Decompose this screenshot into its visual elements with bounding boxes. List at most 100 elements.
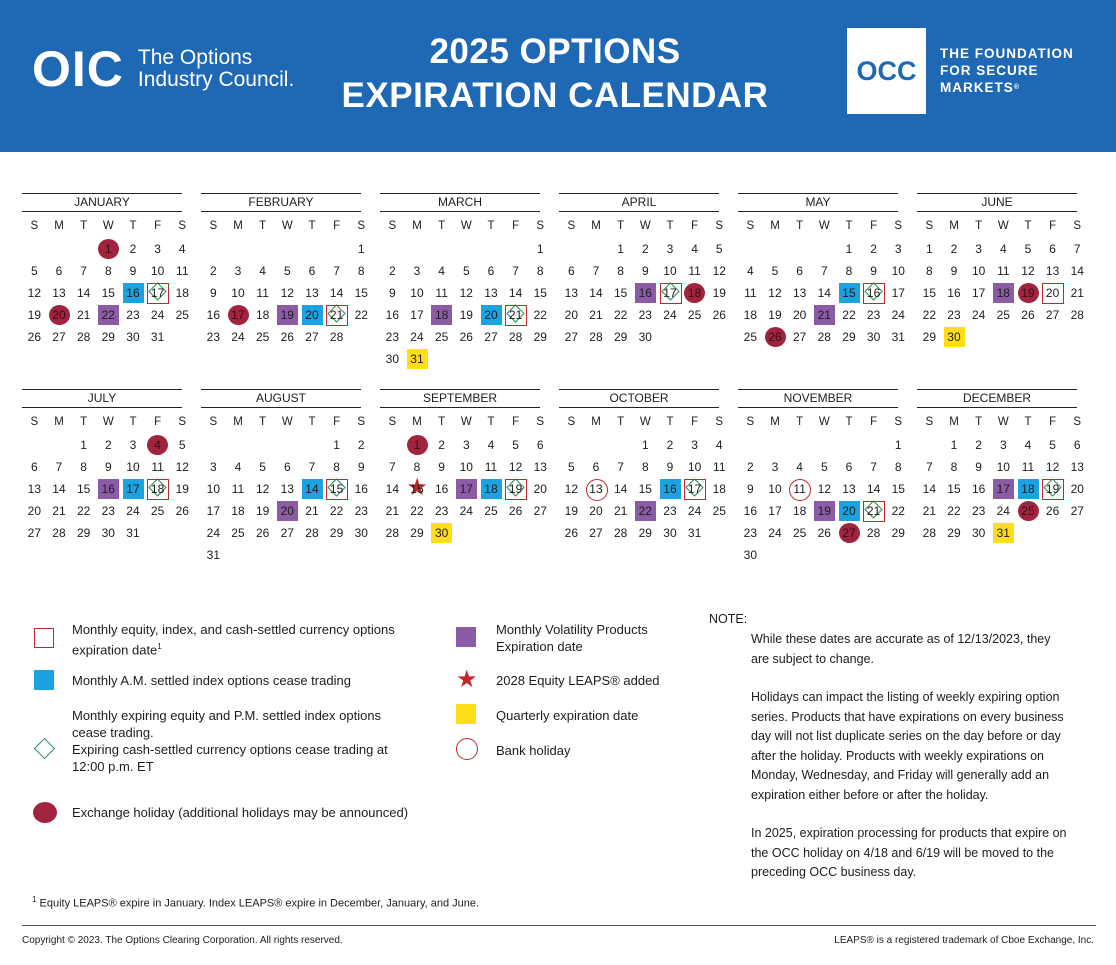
day-number: 6 — [567, 264, 575, 278]
day-number: 2 — [357, 438, 365, 452]
day-cell-yellow: 31 — [991, 522, 1016, 544]
day-cell: 23 — [380, 326, 405, 348]
day-number: 8 — [80, 460, 87, 474]
weekday-label: W — [639, 416, 651, 428]
day-cell-blue: 20 — [837, 500, 862, 522]
day-cell: 8 — [917, 260, 942, 282]
day-cell: 29 — [405, 522, 430, 544]
day-cell: 13 — [479, 282, 504, 304]
day-cell-empty — [454, 238, 479, 260]
day-cell: 4 — [170, 238, 195, 260]
day-cell-empty — [22, 434, 47, 456]
day-cell: 4 — [682, 238, 707, 260]
day-number: 31 — [996, 526, 1010, 540]
day-cell: 26 — [707, 304, 732, 326]
day-cell: 15 — [349, 282, 374, 304]
day-cell: 3 — [145, 238, 170, 260]
day-number: 25 — [743, 330, 757, 344]
day-number: 28 — [866, 526, 881, 540]
day-cell: 12 — [812, 478, 837, 500]
day-number: 9 — [641, 264, 649, 278]
day-number: 6 — [845, 460, 853, 474]
day-number: 21 — [508, 308, 523, 322]
week-row: 1 2 3 4 5 6 7 — [917, 238, 1081, 260]
day-cell-empty — [226, 544, 251, 566]
weekday-label: T — [259, 220, 267, 232]
weekday-label: M — [412, 416, 422, 428]
week-row: 1 2 3 4 5 6 — [380, 434, 544, 456]
day-number: 8 — [333, 460, 340, 474]
day-cell: 25 — [682, 304, 707, 326]
day-cell: 23 — [429, 500, 454, 522]
day-number: 9 — [438, 460, 445, 474]
day-number: 18 — [743, 308, 757, 322]
day-number: 19 — [280, 308, 294, 322]
week-row: 20 21 22 23 24 25 26 — [22, 500, 189, 522]
day-cell: 12 — [170, 456, 195, 478]
day-cell-exch: 19 — [1016, 282, 1041, 304]
day-cell: 31 — [886, 326, 911, 348]
weekday-label: S — [925, 220, 934, 232]
oic-logo-line2: Industry Council. — [137, 68, 295, 91]
weekday-label: T — [308, 416, 316, 428]
day-number: 6 — [1073, 438, 1081, 452]
note-heading: NOTE: — [709, 612, 748, 626]
day-cell: 16 — [966, 478, 991, 500]
day-number: 22 — [533, 308, 547, 322]
week-row: 28 29 30 31 — [917, 522, 1077, 544]
week-row: 4 5 6 7 8 9 10 — [738, 260, 905, 282]
weekday-label: S — [357, 220, 366, 232]
day-cell: 29 — [71, 522, 96, 544]
day-number: 16 — [947, 286, 961, 300]
day-number: 30 — [101, 526, 115, 540]
day-cell: 29 — [942, 522, 967, 544]
day-cell: 18 — [170, 282, 195, 304]
day-number: 27 — [484, 330, 498, 344]
day-cell-empty — [738, 238, 763, 260]
day-number: 14 — [922, 482, 936, 496]
day-cell: 29 — [886, 522, 911, 544]
day-number: 30 — [126, 330, 140, 344]
day-cell: 26 — [1016, 304, 1041, 326]
week-row: 30 — [738, 544, 898, 566]
day-cell: 9 — [349, 456, 374, 478]
day-number: 29 — [842, 330, 856, 344]
day-cell: 7 — [861, 456, 886, 478]
day-number: 29 — [638, 526, 652, 540]
day-number: 19 — [1045, 482, 1060, 496]
day-cell: 7 — [917, 456, 942, 478]
day-number: 24 — [410, 330, 424, 344]
week-row: 11 12 13 14 15 16 17 — [738, 282, 905, 304]
day-number: 11 — [744, 286, 757, 300]
week-row: 21 22 23 24 25 26 27 — [917, 500, 1084, 522]
occ-logo: OCC — [847, 28, 926, 114]
header-banner: OIC The Options Industry Council. 2025 O… — [0, 0, 1116, 152]
day-number: 27 — [792, 330, 807, 344]
day-cell: 9 — [633, 260, 658, 282]
month-may: MAY S M T W T F S 1 2 3 4 5 6 7 8 9 10 11 12 13 14 15 16 17 18 19 2… — [738, 193, 905, 348]
day-cell-empty — [738, 434, 763, 456]
day-cell: 8 — [608, 260, 633, 282]
day-cell: 27 — [300, 326, 325, 348]
week-row: 3 4 5 6 7 8 9 — [201, 456, 365, 478]
day-number: 4 — [438, 264, 445, 278]
day-number: 17 — [150, 286, 165, 300]
day-cell: 26 — [250, 522, 275, 544]
day-cell-exch: 1 — [405, 434, 430, 456]
day-number: 23 — [101, 504, 115, 518]
day-cell: 24 — [763, 522, 788, 544]
occ-tagline-line2: FOR SECURE — [940, 63, 1039, 78]
day-cell: 29 — [96, 326, 121, 348]
day-cell: 18 — [738, 304, 763, 326]
day-number: 17 — [891, 286, 905, 300]
day-number: 28 — [508, 330, 523, 344]
day-number: 16 — [434, 482, 449, 496]
day-number: 16 — [354, 482, 368, 496]
day-number: 1 — [333, 438, 340, 452]
weekday-label: F — [691, 416, 699, 428]
day-number: 6 — [30, 460, 38, 474]
day-cell: 8 — [405, 456, 430, 478]
day-number: 14 — [52, 482, 66, 496]
day-number: 10 — [891, 264, 905, 278]
day-cell-blue: 20 — [300, 304, 325, 326]
